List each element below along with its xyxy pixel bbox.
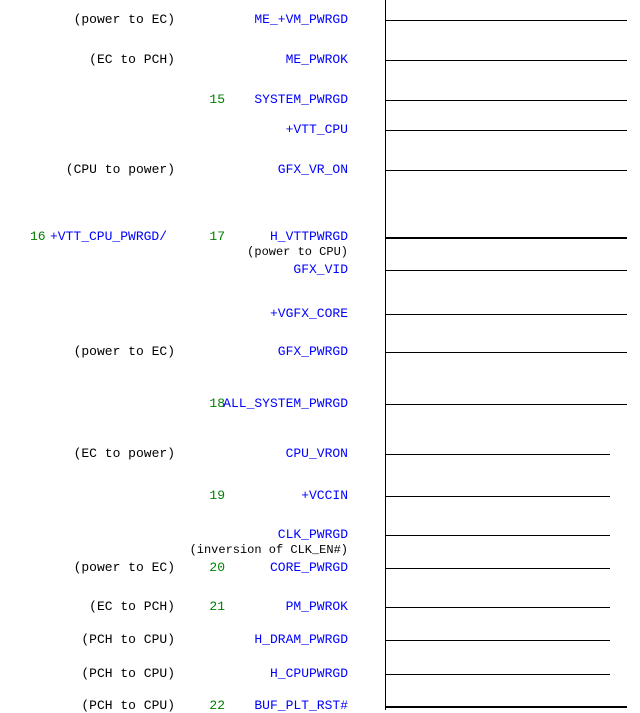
signal-name: +VTT_CPU bbox=[286, 122, 348, 137]
timing-hline bbox=[385, 706, 627, 708]
timing-hline bbox=[385, 535, 610, 536]
signal-name: +VCCIN bbox=[301, 488, 348, 503]
signal-name: PM_PWROK bbox=[286, 599, 348, 614]
timing-hline bbox=[385, 352, 627, 353]
signal-name: H_DRAM_PWRGD bbox=[254, 632, 348, 647]
direction-label: (EC to PCH) bbox=[89, 52, 175, 67]
signal-name: +VGFX_CORE bbox=[270, 306, 348, 321]
timing-hline bbox=[385, 20, 627, 21]
timing-hline bbox=[385, 314, 627, 315]
direction-label: (PCH to CPU) bbox=[81, 698, 175, 713]
step-number: 20 bbox=[209, 560, 225, 575]
signal-name: H_CPUPWRGD bbox=[270, 666, 348, 681]
timing-hline bbox=[385, 270, 627, 271]
step-number: 17 bbox=[209, 229, 225, 244]
timing-hline bbox=[385, 100, 627, 101]
step-number: 22 bbox=[209, 698, 225, 713]
timing-hline bbox=[385, 640, 610, 641]
signal-name: GFX_PWRGD bbox=[278, 344, 348, 359]
direction-label: (PCH to CPU) bbox=[81, 666, 175, 681]
timing-hline bbox=[385, 170, 627, 171]
signal-name: H_VTTPWRGD bbox=[270, 229, 348, 244]
signal-name: BUF_PLT_RST# bbox=[254, 698, 348, 713]
timing-hline bbox=[385, 237, 627, 239]
step-number: 15 bbox=[209, 92, 225, 107]
signal-name: ME_+VM_PWRGD bbox=[254, 12, 348, 27]
signal-name: SYSTEM_PWRGD bbox=[254, 92, 348, 107]
signal-name: ALL_SYSTEM_PWRGD bbox=[223, 396, 348, 411]
signal-label: +VTT_CPU_PWRGD/ bbox=[50, 229, 167, 244]
signal-name: ME_PWROK bbox=[286, 52, 348, 67]
step-number: 19 bbox=[209, 488, 225, 503]
direction-label: (power to EC) bbox=[74, 344, 175, 359]
direction-label: (power to EC) bbox=[74, 12, 175, 27]
step-number: 21 bbox=[209, 599, 225, 614]
timing-hline bbox=[385, 496, 610, 497]
timeline-vline bbox=[385, 0, 386, 710]
direction-label: (CPU to power) bbox=[66, 162, 175, 177]
timing-hline bbox=[385, 404, 627, 405]
timing-hline bbox=[385, 607, 610, 608]
direction-label: (EC to power) bbox=[74, 446, 175, 461]
signal-name: CPU_VRON bbox=[286, 446, 348, 461]
annotation-label: (power to CPU) bbox=[247, 245, 348, 259]
annotation-label: (inversion of CLK_EN#) bbox=[190, 543, 348, 557]
direction-label: (EC to PCH) bbox=[89, 599, 175, 614]
timing-hline bbox=[385, 130, 627, 131]
signal-name: GFX_VR_ON bbox=[278, 162, 348, 177]
signal-name: CORE_PWRGD bbox=[270, 560, 348, 575]
signal-name: CLK_PWRGD bbox=[278, 527, 348, 542]
timing-hline bbox=[385, 674, 610, 675]
timing-hline bbox=[385, 568, 610, 569]
direction-label: (PCH to CPU) bbox=[81, 632, 175, 647]
signal-name: GFX_VID bbox=[293, 262, 348, 277]
timing-hline bbox=[385, 454, 610, 455]
step-number: 16 bbox=[30, 229, 46, 244]
direction-label: (power to EC) bbox=[74, 560, 175, 575]
timing-hline bbox=[385, 60, 627, 61]
